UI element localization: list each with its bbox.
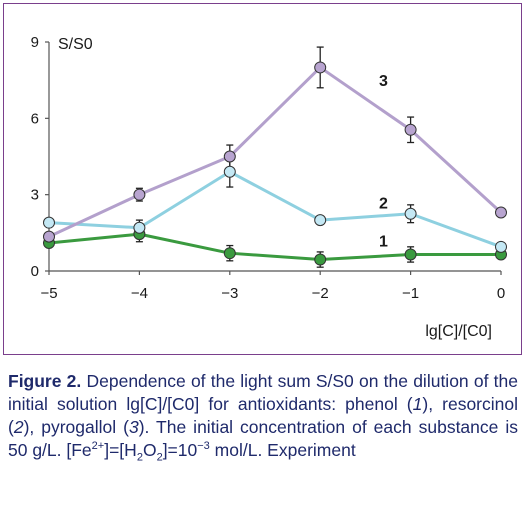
series-3-point: [43, 230, 55, 243]
x-tick-label: −4: [131, 285, 148, 302]
caption-series-1: 1: [412, 394, 423, 414]
series-2-point: [133, 221, 146, 234]
caption-text: ]=10: [162, 440, 198, 460]
caption-text: ). The initial concentration of each sub…: [8, 417, 518, 460]
chart-frame: 0 3 6 9 −5 −4 −3 −2 −1 0 1 2 3 S/S0 lg[C]/[C0]: [3, 3, 522, 355]
caption-sup: −3: [197, 440, 210, 453]
y-tick-label: 6: [31, 110, 39, 127]
series-1-point: [404, 248, 417, 261]
series-layer: 1 2 3: [43, 46, 507, 268]
series-3-line: [48, 65, 503, 239]
caption-text: ), pyrogallol (: [23, 417, 129, 437]
x-tick-label: −2: [312, 285, 329, 302]
series-1-line: [48, 232, 501, 262]
y-tick-label: 0: [31, 263, 39, 280]
caption-text: mol/L. Experiment: [209, 440, 356, 460]
caption-sup: 2+: [91, 440, 105, 453]
caption-text: ]=[H: [104, 440, 137, 460]
chart-svg: 0 3 6 9 −5 −4 −3 −2 −1 0 1 2 3 S/S0 lg[C]/[C0]: [31, 34, 507, 340]
series-1-point: [223, 247, 236, 260]
x-tick-label: −3: [221, 285, 238, 302]
caption-series-3: 3: [128, 417, 139, 437]
x-tick-label: 0: [497, 285, 505, 302]
series-2-point: [43, 216, 55, 229]
y-tick-label: 9: [31, 34, 39, 51]
series-3-point: [133, 188, 146, 201]
caption-text: O: [142, 440, 157, 460]
caption-sub: 2: [156, 451, 163, 464]
x-tick-label: −1: [402, 285, 419, 302]
caption-series-2: 2: [13, 417, 24, 437]
series-3-label: 3: [379, 73, 388, 90]
x-tick-label: −5: [40, 285, 57, 302]
caption-sub: 2: [136, 451, 143, 464]
caption-label: Figure 2.: [8, 371, 82, 391]
y-tick-label: 3: [31, 187, 39, 204]
y-axis-label: S/S0: [58, 36, 93, 53]
axes: 0 3 6 9 −5 −4 −3 −2 −1 0: [31, 34, 506, 302]
x-axis-label: lg[C]/[C0]: [425, 323, 492, 340]
series-2-point: [223, 165, 236, 178]
series-2-label: 2: [379, 195, 388, 212]
series-2-point: [495, 240, 507, 253]
series-1-label: 1: [379, 233, 388, 250]
caption-text: ), resorcinol (: [8, 394, 518, 437]
figure-caption: Figure 2. Dependence of the light sum S/…: [8, 370, 518, 464]
caption-text: Dependence of the light sum S/S0 on the …: [8, 371, 518, 414]
series-2-point: [404, 207, 417, 220]
series-3-point: [223, 150, 236, 163]
series-2-point: [314, 214, 327, 227]
series-3-point: [404, 123, 417, 136]
series-3-point: [314, 61, 327, 74]
series-3-point: [495, 206, 507, 219]
series-2-line: [48, 170, 502, 249]
series-1-point: [314, 253, 327, 266]
